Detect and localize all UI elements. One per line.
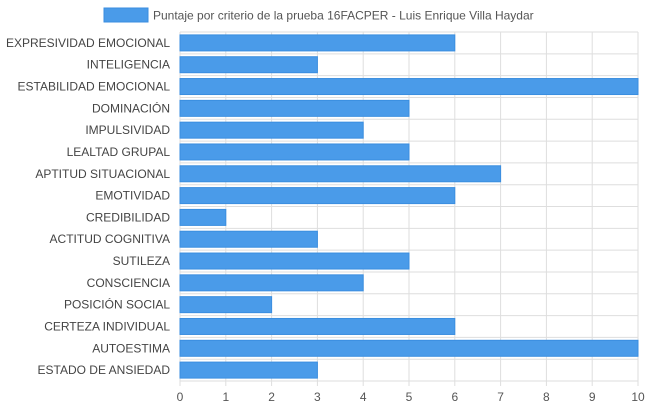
- x-tick-label: 9: [589, 390, 596, 404]
- x-tick-label: 4: [360, 390, 367, 404]
- legend[interactable]: Puntaje por criterio de la prueba 16FACP…: [103, 7, 534, 23]
- x-tick-label: 7: [497, 390, 504, 404]
- bar[interactable]: [179, 230, 318, 248]
- bar[interactable]: [179, 143, 410, 161]
- bar[interactable]: [179, 121, 364, 139]
- bar[interactable]: [179, 296, 273, 314]
- bar[interactable]: [179, 339, 639, 357]
- bar[interactable]: [179, 78, 639, 96]
- bar[interactable]: [179, 208, 227, 226]
- category-label: ESTADO DE ANSIEDAD: [38, 363, 171, 377]
- category-label: ESTABILIDAD EMOCIONAL: [18, 80, 171, 94]
- category-label: ACTITUD COGNITIVA: [50, 232, 170, 246]
- x-axis-tick-labels: 0 1 2 3 4 5 6 7 8 9 10: [177, 390, 645, 404]
- category-label: EXPRESIVIDAD EMOCIONAL: [6, 36, 170, 50]
- bar[interactable]: [179, 165, 502, 183]
- category-label: DOMINACIÓN: [92, 100, 170, 115]
- category-label: LEALTAD GRUPAL: [67, 145, 171, 159]
- category-label: CONSCIENCIA: [87, 276, 170, 290]
- x-tick-label: 5: [406, 390, 413, 404]
- x-tick-label: 2: [268, 390, 275, 404]
- category-label: INTELIGENCIA: [87, 58, 170, 72]
- bar[interactable]: [179, 274, 364, 292]
- x-tick-label: 0: [177, 390, 184, 404]
- category-label: SUTILEZA: [113, 254, 170, 268]
- category-label: APTITUD SITUACIONAL: [35, 167, 170, 181]
- x-tick-label: 1: [222, 390, 229, 404]
- category-labels: EXPRESIVIDAD EMOCIONAL INTELIGENCIA ESTABI…: [6, 36, 170, 377]
- category-label: AUTOESTIMA: [92, 341, 170, 355]
- bar[interactable]: [179, 187, 456, 205]
- legend-label[interactable]: Puntaje por criterio de la prueba 16FACP…: [153, 9, 534, 23]
- bar[interactable]: [179, 317, 456, 335]
- x-tick-label: 10: [631, 390, 645, 404]
- category-label: POSICIÓN SOCIAL: [64, 297, 170, 312]
- category-label: CREDIBILIDAD: [86, 210, 170, 224]
- bars: [179, 34, 639, 379]
- legend-swatch[interactable]: [103, 7, 149, 23]
- category-label: CERTEZA INDIVIDUAL: [44, 319, 170, 333]
- bar[interactable]: [179, 56, 318, 74]
- bar[interactable]: [179, 361, 318, 379]
- x-tick-label: 8: [543, 390, 550, 404]
- category-label: EMOTIVIDAD: [95, 189, 170, 203]
- category-label: IMPULSIVIDAD: [85, 123, 170, 137]
- bar[interactable]: [179, 99, 410, 117]
- x-tick-label: 6: [451, 390, 458, 404]
- bar[interactable]: [179, 252, 410, 270]
- x-tick-label: 3: [314, 390, 321, 404]
- bar[interactable]: [179, 34, 456, 52]
